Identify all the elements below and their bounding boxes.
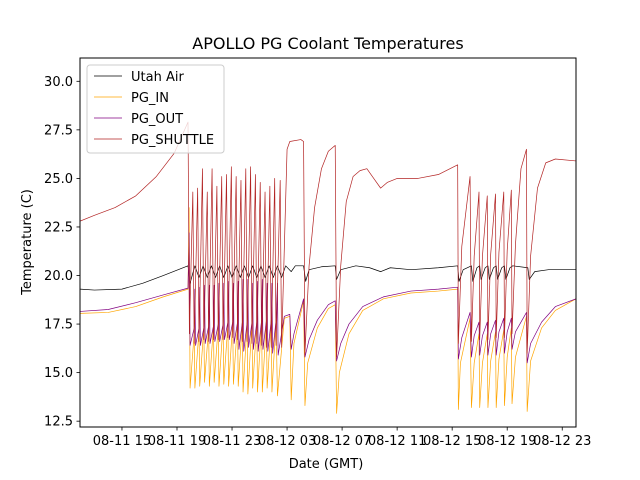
legend-box bbox=[86, 64, 225, 154]
legend-entry-pg-shuttle: PG_SHUTTLE bbox=[94, 133, 214, 148]
legend-entry-utah-air: Utah Air bbox=[94, 70, 184, 85]
x-tick-label: 08-12 11 bbox=[368, 434, 426, 449]
x-tick-label: 08-12 07 bbox=[313, 434, 371, 449]
legend-entry-pg-out: PG_OUT bbox=[94, 112, 183, 127]
y-axis-label: Temperature (C) bbox=[20, 189, 35, 296]
legend-entry-pg-in: PG_IN bbox=[94, 91, 169, 106]
x-tick-label: 08-12 23 bbox=[533, 434, 591, 449]
chart-title: APOLLO PG Coolant Temperatures bbox=[192, 34, 463, 53]
x-axis-label: Date (GMT) bbox=[289, 457, 364, 472]
x-tick-label: 08-12 03 bbox=[258, 434, 316, 449]
axes-frame bbox=[79, 57, 577, 428]
series-layer bbox=[80, 121, 576, 414]
x-tick-label: 08-12 15 bbox=[423, 434, 481, 449]
y-tick-label: 30.0 bbox=[44, 75, 73, 90]
series-line-pg-shuttle bbox=[80, 121, 576, 358]
legend-label-pg-out: PG_OUT bbox=[131, 112, 183, 127]
y-tick-label: 15.0 bbox=[44, 366, 73, 381]
y-tick-label: 20.0 bbox=[44, 269, 73, 284]
legend-label-pg-shuttle: PG_SHUTTLE bbox=[131, 133, 214, 148]
legend: Utah Air PG_IN PG_OUT PG_SHUTTLE bbox=[86, 64, 225, 154]
x-tick-label: 08-11 23 bbox=[203, 434, 261, 449]
y-tick-label: 25.0 bbox=[44, 172, 73, 187]
legend-label-pg-in: PG_IN bbox=[131, 91, 169, 106]
x-tick-label: 08-11 15 bbox=[93, 434, 151, 449]
x-tick-label: 08-12 19 bbox=[478, 434, 536, 449]
legend-label-utah-air: Utah Air bbox=[131, 70, 184, 85]
y-tick-label: 27.5 bbox=[44, 123, 73, 138]
y-tick-label: 12.5 bbox=[44, 415, 73, 430]
x-tick-label: 08-11 19 bbox=[148, 434, 206, 449]
y-tick-label: 22.5 bbox=[44, 220, 73, 235]
y-axis: 12.5 15.0 17.5 20.0 22.5 25.0 27.5 30.0 bbox=[44, 75, 80, 430]
y-tick-label: 17.5 bbox=[44, 318, 73, 333]
